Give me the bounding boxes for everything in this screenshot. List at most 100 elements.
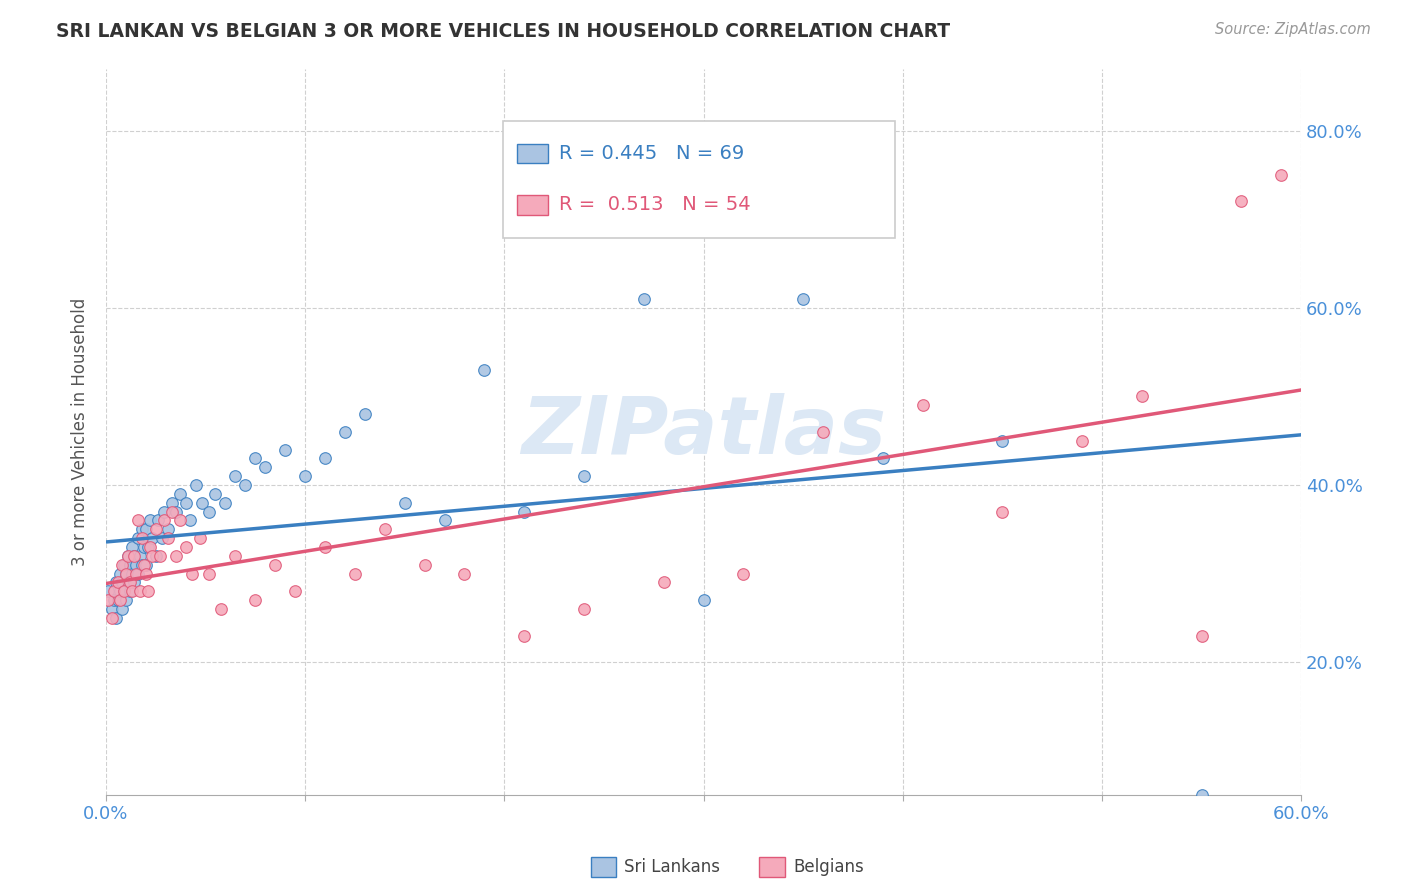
Text: Sri Lankans: Sri Lankans [624,858,720,876]
Point [114,566,136,581]
Point [156,522,179,536]
Point [117,575,139,590]
Point [333,425,356,439]
Point [111,602,134,616]
Point [111,558,134,572]
Point [179,513,201,527]
Point [433,513,456,527]
Point [652,575,675,590]
Point [224,469,246,483]
Point [811,425,834,439]
Point [112,584,135,599]
Point [1071,434,1094,448]
Point [141,531,163,545]
Point [122,549,145,563]
Point [101,602,124,616]
Point [513,629,536,643]
Point [174,540,197,554]
Point [138,513,160,527]
Point [127,566,149,581]
Point [150,531,173,545]
Point [104,611,127,625]
Point [733,566,755,581]
Point [872,451,894,466]
Point [911,398,934,412]
Point [97,593,120,607]
Point [572,469,595,483]
Point [131,522,153,536]
Point [413,558,436,572]
Point [474,363,496,377]
Point [1191,788,1213,802]
Point [374,522,396,536]
Point [97,584,120,599]
Point [453,566,475,581]
Point [121,566,143,581]
Point [1130,389,1153,403]
Point [111,575,134,590]
Text: ZIPatlas: ZIPatlas [522,392,886,471]
Point [118,584,141,599]
Point [145,549,167,563]
Text: Belgians: Belgians [793,858,863,876]
Point [254,460,277,475]
Point [1191,629,1213,643]
Point [160,496,183,510]
Point [174,496,197,510]
Point [103,584,125,599]
Point [165,504,187,518]
Point [118,575,141,590]
Text: SRI LANKAN VS BELGIAN 3 OR MORE VEHICLES IN HOUSEHOLD CORRELATION CHART: SRI LANKAN VS BELGIAN 3 OR MORE VEHICLES… [56,22,950,41]
Point [314,540,336,554]
Point [991,504,1014,518]
Text: R =  0.513   N = 54: R = 0.513 N = 54 [560,195,751,214]
Point [107,593,129,607]
Point [284,584,307,599]
Point [108,584,131,599]
Point [245,451,267,466]
Point [117,549,139,563]
Point [131,531,153,545]
Point [121,540,143,554]
Point [122,549,145,563]
Point [135,522,157,536]
Point [294,469,316,483]
Point [117,549,139,563]
Point [792,292,814,306]
Point [165,549,187,563]
Point [146,513,169,527]
Point [513,504,536,518]
Point [184,478,207,492]
Point [394,496,416,510]
Point [141,549,163,563]
Point [127,531,149,545]
Point [354,407,377,421]
Point [198,504,221,518]
Point [160,504,183,518]
Point [1230,194,1253,209]
Point [224,549,246,563]
Point [114,593,136,607]
Point [132,540,155,554]
Point [108,593,131,607]
Point [188,531,211,545]
Point [127,513,149,527]
Point [152,513,174,527]
Point [214,496,236,510]
Point [128,549,150,563]
Point [633,292,655,306]
Point [138,540,160,554]
Point [132,558,155,572]
Point [135,558,157,572]
Point [135,566,157,581]
Point [125,558,148,572]
Point [101,611,124,625]
Text: R = 0.445   N = 69: R = 0.445 N = 69 [560,144,744,163]
Point [145,522,167,536]
Point [245,593,267,607]
Point [211,602,233,616]
Point [190,496,212,510]
Point [125,566,148,581]
Point [108,566,131,581]
Point [112,558,135,572]
